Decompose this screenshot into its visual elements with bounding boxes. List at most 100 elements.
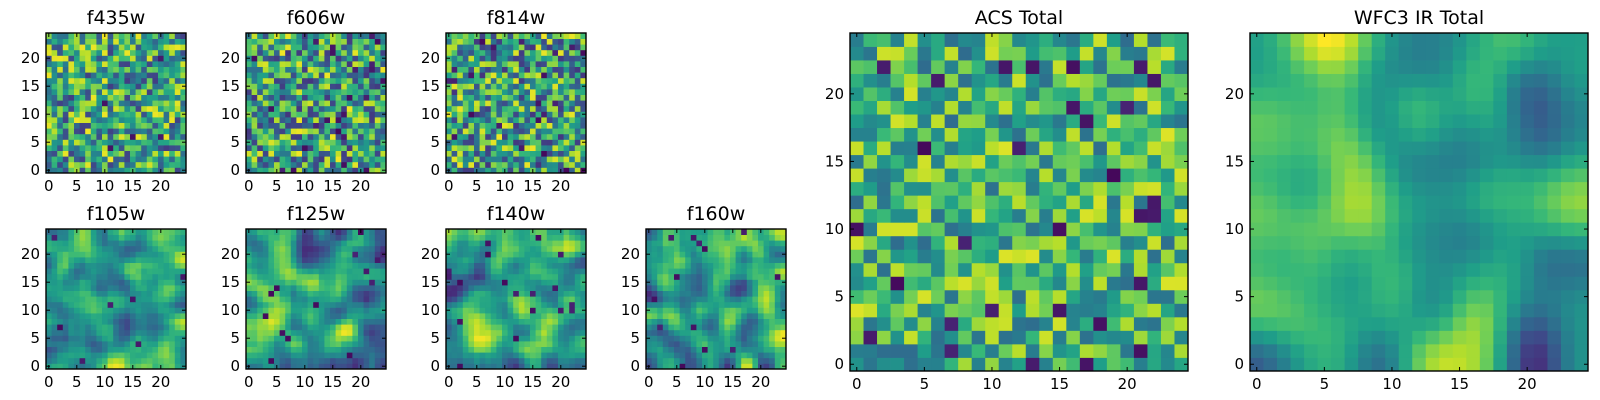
heatmap-cell [285, 229, 292, 235]
heatmap-cell [552, 89, 559, 95]
heatmap-cell [490, 240, 497, 247]
heatmap-cell [780, 257, 787, 263]
heatmap-cell [774, 251, 781, 258]
heatmap-cell [74, 290, 80, 297]
heatmap-cell [274, 301, 280, 308]
heatmap-cell [268, 329, 275, 336]
heatmap-cell [257, 66, 264, 73]
heatmap-cell [318, 279, 325, 286]
heatmap-cell [735, 318, 742, 325]
heatmap-cell [251, 357, 258, 364]
heatmap-cell [457, 341, 464, 347]
heatmap-cell [118, 139, 125, 146]
heatmap-cell [546, 105, 553, 112]
heatmap-cell [246, 89, 252, 95]
heatmap-cell [530, 329, 536, 336]
heatmap-cell [774, 335, 781, 342]
heatmap-cell [62, 128, 69, 135]
heatmap-cell [363, 301, 370, 308]
heatmap-cell [296, 324, 303, 331]
heatmap-cell [262, 128, 269, 135]
heatmap-cell [352, 100, 359, 107]
heatmap-cell [57, 145, 64, 151]
heatmap-cell [302, 156, 308, 163]
heatmap-cell [474, 44, 480, 51]
heatmap-cell [462, 229, 469, 235]
heatmap-cell [707, 352, 714, 359]
heatmap-cell [324, 335, 331, 342]
heatmap-cell [774, 285, 781, 291]
heatmap-cell [651, 279, 658, 286]
heatmap-cell [574, 38, 581, 45]
heatmap-cell [496, 167, 503, 174]
heatmap-cell [163, 285, 170, 291]
heatmap-cell [174, 357, 181, 364]
heatmap-cell [107, 89, 114, 95]
heatmap-cell [274, 89, 280, 95]
heatmap-cell [79, 318, 86, 325]
heatmap-cell [563, 296, 570, 303]
heatmap-cell [46, 296, 52, 303]
heatmap-cell [302, 341, 308, 347]
heatmap-cell [877, 276, 891, 291]
heatmap-cell [446, 122, 452, 129]
heatmap-cell [296, 285, 303, 291]
heatmap-cell [496, 352, 503, 359]
heatmap-cell [696, 341, 703, 347]
panel-title: ACS Total [975, 7, 1063, 29]
heatmap-cell [502, 161, 508, 168]
heatmap-cell [780, 229, 787, 235]
heatmap-cell [102, 318, 108, 325]
heatmap-cell [685, 329, 692, 336]
heatmap-cell [574, 307, 581, 314]
heatmap-cell [524, 89, 531, 95]
heatmap-cell [268, 77, 275, 84]
heatmap-cell [268, 268, 275, 275]
heatmap-cell [335, 234, 342, 241]
heatmap-cell [707, 268, 714, 275]
heatmap-cell [330, 262, 336, 269]
heatmap-cell [490, 111, 497, 118]
heatmap-cell [917, 276, 932, 291]
heatmap-cell [152, 313, 159, 319]
heatmap-cell [774, 279, 781, 286]
heatmap-cell [135, 245, 142, 252]
heatmap-cell [485, 77, 492, 84]
heatmap-cell [1025, 222, 1040, 237]
heatmap-cell [971, 222, 986, 237]
heatmap-cell [146, 268, 153, 275]
heatmap-cell [341, 285, 348, 291]
heatmap-cell [1025, 262, 1040, 277]
heatmap-cell [457, 117, 464, 123]
heatmap-cell [468, 128, 475, 135]
heatmap-cell [451, 245, 458, 252]
heatmap-cell [313, 296, 320, 303]
heatmap-cell [904, 235, 918, 250]
heatmap-cell [651, 245, 658, 252]
heatmap-cell [724, 296, 731, 303]
heatmap-cell [451, 307, 458, 314]
heatmap-cell [369, 296, 376, 303]
heatmap-cell [279, 156, 286, 163]
heatmap-cell [174, 290, 181, 297]
heatmap-cell [462, 318, 469, 325]
heatmap-cell [246, 257, 252, 263]
heatmap-cell [696, 262, 703, 269]
heatmap-cell [679, 357, 686, 364]
heatmap-cell [546, 61, 553, 67]
heatmap-cells [446, 229, 587, 370]
heatmap-cell [569, 262, 576, 269]
heatmap-cell [107, 105, 114, 112]
heatmap-cell [146, 229, 153, 235]
heatmap-cell [971, 357, 986, 372]
heatmap-cell [580, 100, 587, 107]
heatmap-cell [646, 346, 652, 353]
heatmap-cell [158, 313, 164, 319]
heatmap-cell [490, 61, 497, 67]
heatmap-cell [318, 363, 325, 370]
heatmap-cell [74, 273, 80, 280]
x-tick-label: 10 [495, 177, 514, 195]
heatmap-cell [474, 285, 480, 291]
heatmap-cell [307, 133, 314, 140]
heatmap-cell [79, 262, 86, 269]
